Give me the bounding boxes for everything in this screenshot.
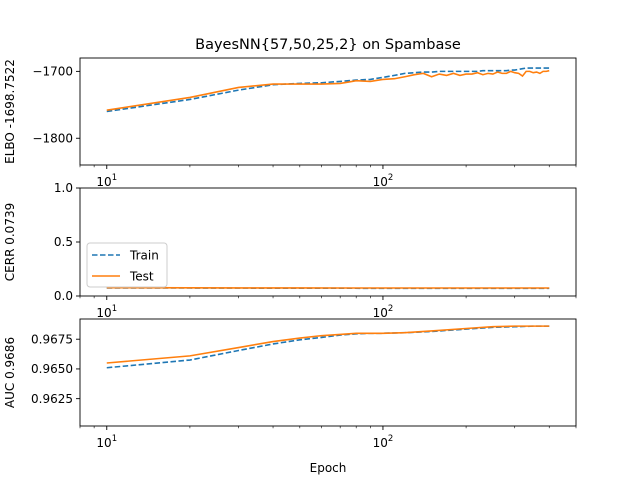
auc-y-tick-label: 0.9675 [31,332,73,346]
cerr-y-tick-label: 0.0 [54,289,73,303]
elbo-x-tick-label: 101 [96,173,117,189]
elbo-y-tick-label: −1800 [32,131,73,145]
x-axis-label: Epoch [310,461,347,475]
legend: Train Test [86,242,168,288]
legend-label-train: Train [129,249,159,263]
auc-y-tick-label: 0.9650 [31,362,73,376]
elbo-test-line [106,69,550,111]
auc-y-axis-label: AUC 0.9686 [3,337,17,408]
legend-label-test: Test [129,270,154,284]
auc-x-tick-label: 101 [96,434,117,450]
auc-x-tick-label: 102 [373,434,394,450]
elbo-x-tick-label: 102 [373,173,394,189]
elbo-y-axis-label: ELBO -1698.7522 [3,59,17,164]
elbo-axes-frame [79,57,577,166]
auc-axes-frame [79,318,577,427]
cerr-x-tick-label: 101 [96,304,117,320]
cerr-panel: 101 102 0.0 0.5 1.0 CERR 0.0739 Train Test [3,181,577,320]
auc-panel: 101 102 0.9625 0.9650 0.9675 AUC 0.9686 [3,318,577,450]
auc-train-line [106,325,550,369]
cerr-y-axis-label: CERR 0.0739 [3,203,17,281]
cerr-y-tick-label: 1.0 [54,181,73,195]
auc-test-line [106,325,550,364]
cerr-y-tick-label: 0.5 [54,235,73,249]
cerr-x-tick-label: 102 [373,304,394,320]
elbo-y-tick-label: −1700 [32,65,73,79]
chart-title: BayesNN{57,50,25,2} on Spambase [195,37,461,53]
auc-y-tick-label: 0.9625 [31,392,73,406]
elbo-train-line [106,67,550,113]
elbo-panel: 101 102 −1700 −1800 ELBO -1698.7522 [3,57,577,189]
